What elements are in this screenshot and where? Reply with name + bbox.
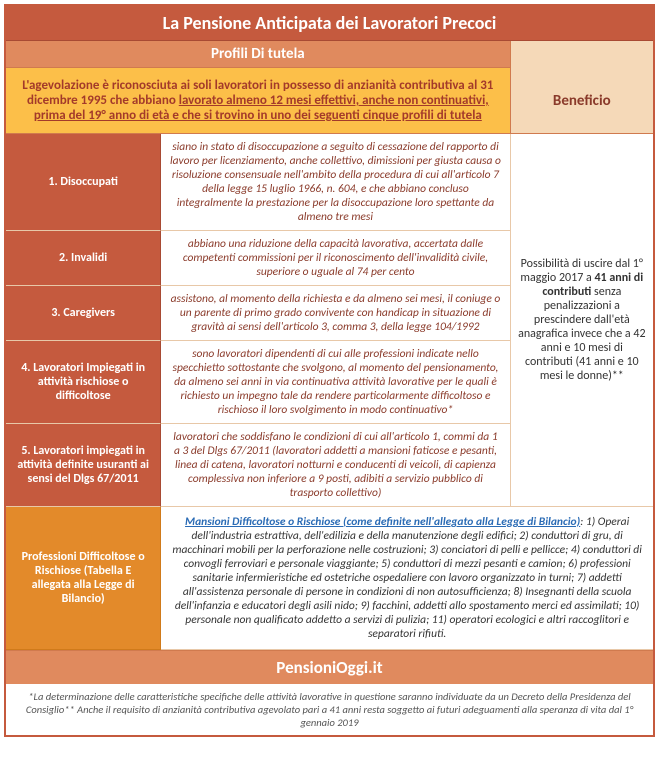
- mansioni-body: : 1) Operai dell'industria estrattiva, d…: [172, 515, 641, 641]
- profile-label: 5. Lavoratori impiegati in attività defi…: [6, 424, 161, 507]
- footnote: *La determinazione delle caratteristiche…: [6, 684, 653, 735]
- profiles-column: 1. Disoccupati siano in stato di disoccu…: [6, 134, 511, 507]
- table-row: 2. Invalidi abbiano una riduzione della …: [6, 231, 511, 286]
- profiles-benefit-row: 1. Disoccupati siano in stato di disoccu…: [6, 134, 653, 507]
- main-title: La Pensione Anticipata dei Lavoratori Pr…: [6, 6, 653, 41]
- spacer: [511, 41, 653, 68]
- intro-row: L'agevolazione è riconosciuta ai soli la…: [6, 68, 653, 134]
- infographic-table: La Pensione Anticipata dei Lavoratori Pr…: [4, 4, 655, 737]
- intro-text: L'agevolazione è riconosciuta ai soli la…: [6, 68, 511, 134]
- subheader-row: Profili Di tutela: [6, 41, 653, 68]
- profile-desc: sono lavoratori dipendenti di cui alle p…: [161, 341, 510, 424]
- profili-header: Profili Di tutela: [6, 41, 511, 68]
- table-row: 1. Disoccupati siano in stato di disoccu…: [6, 134, 511, 231]
- table-row: 5. Lavoratori impiegati in attività defi…: [6, 424, 511, 507]
- mansioni-row: Professioni Difficoltose o Rischiose (Ta…: [6, 507, 653, 650]
- table-row: 4. Lavoratori Impiegati in attività risc…: [6, 341, 511, 424]
- mansioni-link[interactable]: Mansioni Difficoltose o Rischiose (come …: [185, 515, 580, 529]
- mansioni-label: Professioni Difficoltose o Rischiose (Ta…: [6, 507, 161, 650]
- profile-label: 3. Caregivers: [6, 286, 161, 341]
- profile-label: 2. Invalidi: [6, 231, 161, 286]
- brand-footer: PensioniOggi.it: [6, 650, 653, 684]
- benefit-post: senza penalizzazioni a prescindere dall'…: [518, 285, 645, 383]
- profile-desc: siano in stato di disoccupazione a segui…: [161, 134, 510, 231]
- mansioni-text: Mansioni Difficoltose o Rischiose (come …: [161, 507, 653, 650]
- table-row: 3. Caregivers assistono, al momento dell…: [6, 286, 511, 341]
- benefit-header: Beneficio: [511, 68, 653, 134]
- profile-desc: lavoratori che soddisfano le condizioni …: [161, 424, 510, 507]
- profile-label: 1. Disoccupati: [6, 134, 161, 231]
- benefit-text: Possibilità di uscire dal 1° maggio 2017…: [511, 134, 653, 507]
- profile-desc: assistono, al momento della richiesta e …: [161, 286, 510, 341]
- profile-desc: abbiano una riduzione della capacità lav…: [161, 231, 510, 286]
- profile-label: 4. Lavoratori Impiegati in attività risc…: [6, 341, 161, 424]
